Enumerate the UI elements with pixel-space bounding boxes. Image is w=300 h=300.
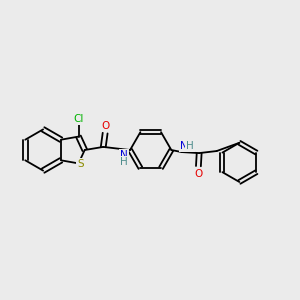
Text: O: O xyxy=(194,169,202,179)
Text: Cl: Cl xyxy=(73,114,84,124)
Text: N: N xyxy=(180,141,188,152)
Text: H: H xyxy=(120,157,128,167)
Text: H: H xyxy=(186,141,194,152)
Text: O: O xyxy=(101,122,109,131)
Text: S: S xyxy=(77,159,84,169)
Text: N: N xyxy=(120,150,128,160)
